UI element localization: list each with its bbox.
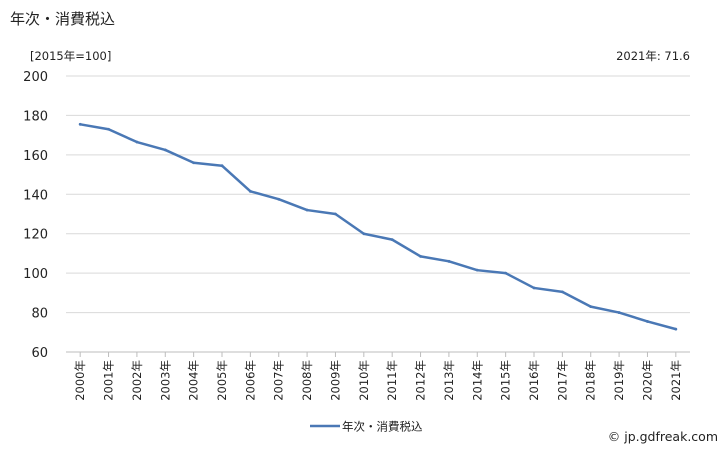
data-point (135, 140, 139, 144)
y-tick-label: 140 (23, 188, 48, 203)
data-point (674, 327, 678, 331)
data-point (220, 164, 224, 168)
data-point (192, 161, 196, 165)
x-tick-label: 2020年 (640, 360, 654, 401)
x-tick-label: 2009年 (328, 360, 342, 401)
x-tick-label: 2018年 (584, 360, 598, 401)
y-tick-label: 100 (23, 267, 48, 282)
y-tick-label: 200 (23, 70, 48, 85)
data-point (560, 290, 564, 294)
data-point (419, 254, 422, 258)
data-point (163, 148, 167, 152)
y-tick-label: 80 (31, 307, 48, 322)
x-tick-label: 2000年 (73, 360, 87, 401)
x-tick-label: 2004年 (187, 360, 201, 401)
x-tick-label: 2021年 (669, 360, 683, 401)
x-tick-label: 2003年 (158, 360, 172, 401)
data-point (390, 238, 394, 242)
data-point (78, 122, 82, 126)
data-point (277, 197, 281, 201)
data-point (504, 271, 508, 275)
x-tick-label: 2008年 (300, 360, 314, 401)
y-tick-label: 180 (23, 109, 48, 124)
x-tick-label: 2014年 (470, 360, 484, 401)
data-point (475, 268, 479, 272)
series-line (78, 123, 678, 331)
source-credit: © jp.gdfreak.com (607, 429, 718, 444)
x-tick-label: 2002年 (130, 360, 144, 401)
x-tick-label: 2015年 (499, 360, 513, 401)
legend-label: 年次・消費税込 (342, 420, 423, 434)
y-tick-label: 160 (23, 149, 48, 164)
x-tick-label: 2001年 (102, 360, 116, 401)
data-point (447, 259, 451, 263)
latest-value-label: 2021年: 71.6 (616, 49, 690, 63)
x-tick-label: 2019年 (612, 360, 626, 401)
data-point (248, 189, 252, 193)
x-tick-label: 2011年 (385, 360, 399, 401)
data-point (617, 311, 621, 314)
data-point (646, 320, 649, 323)
x-tick-label: 2016年 (527, 360, 541, 401)
x-tick-label: 2010年 (357, 360, 371, 401)
data-point (532, 286, 536, 290)
y-tick-label: 60 (31, 346, 48, 361)
y-tick-label: 120 (23, 228, 48, 243)
data-point (362, 232, 366, 236)
chart-title: 年次・消費税込 (10, 10, 116, 28)
data-point (305, 208, 309, 212)
x-tick-label: 2012年 (414, 360, 428, 401)
x-tick-label: 2013年 (442, 360, 456, 401)
x-tick-label: 2007年 (272, 360, 286, 401)
x-tick-label: 2005年 (215, 360, 229, 401)
data-point (589, 305, 593, 309)
data-point (334, 212, 337, 216)
data-point (107, 127, 110, 131)
x-tick-label: 2006年 (243, 360, 257, 401)
x-tick-label: 2017年 (555, 360, 569, 401)
unit-label: [2015年=100] (30, 49, 112, 63)
